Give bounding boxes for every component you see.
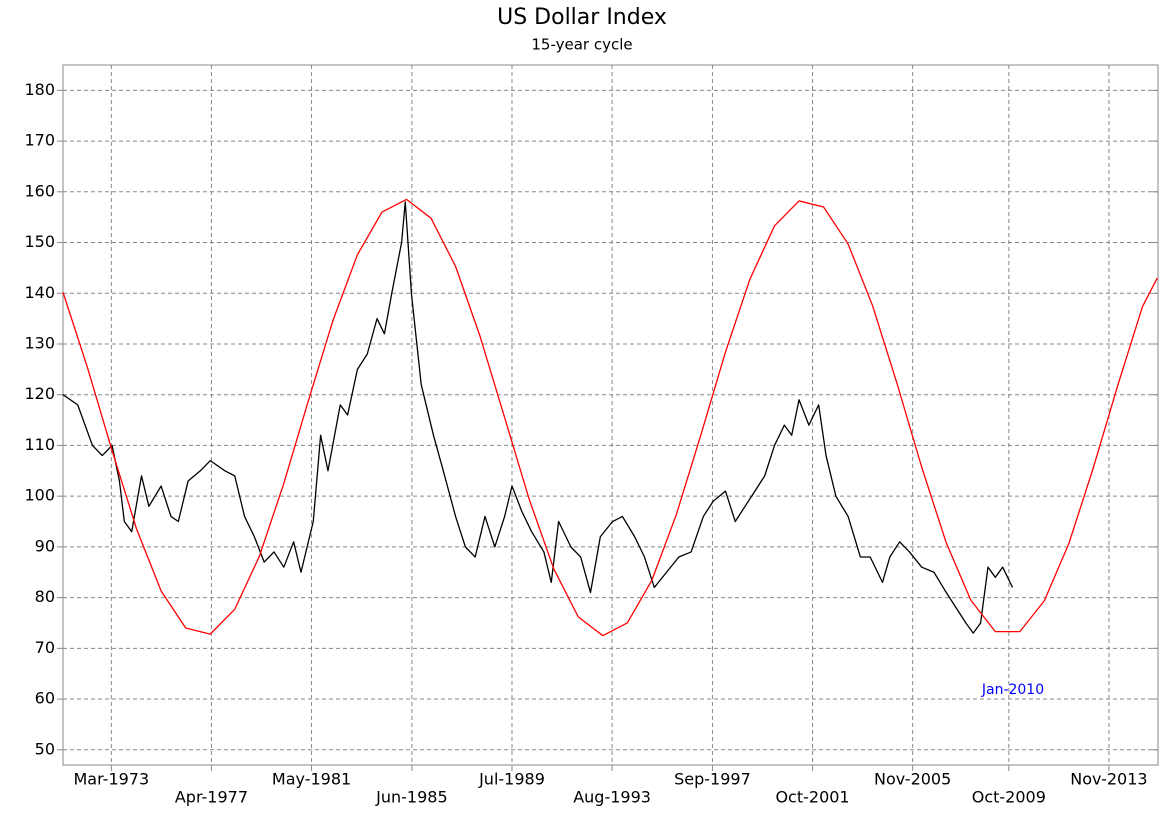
y-tick-label: 180 <box>24 80 55 99</box>
x-tick-label: Nov-2013 <box>1070 770 1147 789</box>
x-tick-label: Mar-1973 <box>74 770 150 789</box>
y-tick-label: 120 <box>24 384 55 403</box>
x-tick-label: May-1981 <box>272 770 351 789</box>
y-tick-label: 160 <box>24 181 55 200</box>
x-tick-label: Jul-1989 <box>478 770 545 789</box>
y-tick-label: 70 <box>35 638 55 657</box>
x-tick-label: Aug-1993 <box>573 788 651 807</box>
y-tick-label: 150 <box>24 232 55 251</box>
plot-frame <box>62 64 1159 766</box>
x-tick-label: Apr-1977 <box>175 788 248 807</box>
chart-subtitle: 15-year cycle <box>531 36 632 54</box>
data-line <box>62 198 1158 637</box>
x-tick-label: Oct-2001 <box>775 788 849 807</box>
y-tick-label: 80 <box>35 587 55 606</box>
y-tick-label: 50 <box>35 739 55 758</box>
y-tick-label: 90 <box>35 536 55 555</box>
x-tick-label: Nov-2005 <box>874 770 951 789</box>
y-tick-label: 110 <box>24 435 55 454</box>
y-tick-label: 170 <box>24 131 55 150</box>
y-tick-label: 60 <box>35 689 55 708</box>
chart-title: US Dollar Index <box>497 5 667 30</box>
y-tick-label: 140 <box>24 283 55 302</box>
data-line <box>62 201 1014 634</box>
x-tick-label: Oct-2009 <box>972 788 1046 807</box>
x-tick-label: Sep-1997 <box>674 770 751 789</box>
y-tick-label: 100 <box>24 486 55 505</box>
y-tick-label: 130 <box>24 333 55 352</box>
annotation: Jan-2010 <box>981 682 1044 698</box>
x-tick-label: Jun-1985 <box>375 788 448 807</box>
